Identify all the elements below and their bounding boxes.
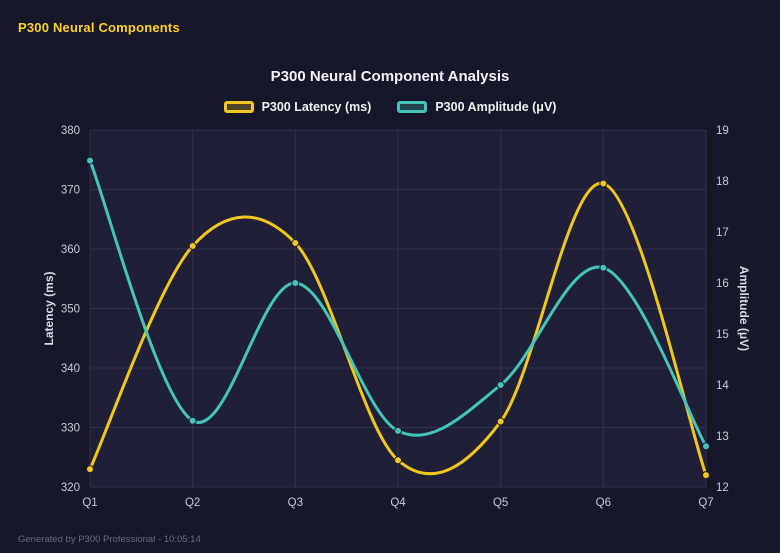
- right-axis-tick-label: 13: [716, 431, 729, 443]
- page-title: P300 Neural Components: [18, 20, 180, 35]
- x-axis-tick-label: Q6: [596, 497, 611, 509]
- legend-label: P300 Latency (ms): [261, 100, 372, 114]
- data-point-latency[interactable]: [291, 239, 300, 248]
- data-point-latency[interactable]: [496, 417, 505, 426]
- data-point-latency[interactable]: [702, 471, 710, 480]
- right-axis-tick-label: 14: [716, 380, 729, 392]
- right-axis-tick-label: 18: [716, 176, 729, 188]
- footer-status-text: Generated by P300 Professional - 10:05:1…: [18, 534, 201, 545]
- left-axis-title: Latency (ms): [42, 271, 56, 345]
- data-point-amplitude[interactable]: [496, 381, 505, 389]
- left-axis-tick-label: 360: [61, 244, 80, 256]
- data-point-amplitude[interactable]: [702, 442, 710, 451]
- left-axis-tick-label: 320: [61, 482, 80, 494]
- left-axis-tick-label: 340: [61, 363, 80, 375]
- chart-legend: P300 Latency (ms) P300 Amplitude (μV): [0, 100, 780, 114]
- legend-item-latency[interactable]: P300 Latency (ms): [223, 100, 372, 114]
- right-axis-tick-label: 15: [716, 329, 729, 341]
- data-point-amplitude[interactable]: [291, 279, 300, 287]
- data-point-latency[interactable]: [86, 465, 94, 474]
- legend-swatch-icon: [397, 101, 428, 113]
- left-axis-tick-label: 330: [61, 423, 80, 435]
- legend-swatch-icon: [223, 101, 254, 113]
- left-axis-tick-label: 350: [61, 304, 80, 316]
- x-axis-tick-label: Q1: [82, 497, 97, 509]
- left-axis-tick-label: 380: [61, 125, 80, 137]
- right-axis-tick-label: 12: [716, 482, 729, 494]
- data-point-latency[interactable]: [188, 242, 197, 251]
- data-point-latency[interactable]: [394, 456, 402, 465]
- x-axis-tick-label: Q4: [390, 497, 406, 509]
- x-axis-tick-label: Q2: [185, 497, 200, 509]
- x-axis-tick-label: Q3: [288, 497, 303, 509]
- chart-title: P300 Neural Component Analysis: [270, 68, 510, 85]
- data-point-amplitude[interactable]: [599, 263, 608, 272]
- x-axis-tick-label: Q7: [698, 497, 713, 509]
- right-axis-tick-label: 16: [716, 278, 729, 290]
- right-axis-title: Amplitude (μV): [737, 266, 751, 351]
- x-axis-tick-label: Q5: [493, 497, 508, 509]
- data-point-amplitude[interactable]: [86, 156, 94, 165]
- data-point-amplitude[interactable]: [394, 426, 402, 435]
- legend-item-amplitude[interactable]: P300 Amplitude (μV): [397, 100, 556, 114]
- legend-label: P300 Amplitude (μV): [435, 100, 557, 114]
- data-point-amplitude[interactable]: [188, 416, 197, 425]
- left-axis-tick-label: 370: [61, 185, 80, 197]
- data-point-latency[interactable]: [599, 179, 608, 188]
- right-axis-tick-label: 17: [716, 227, 729, 239]
- right-axis-tick-label: 19: [716, 125, 729, 137]
